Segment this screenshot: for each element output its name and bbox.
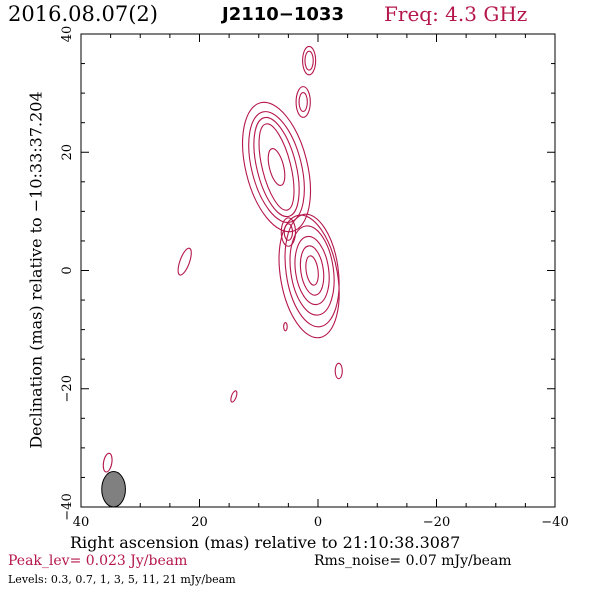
contour-line	[299, 245, 325, 296]
frequency-label: Freq: 4.3 GHz	[384, 2, 528, 26]
axis-ticks	[80, 33, 556, 508]
contour-line	[258, 123, 295, 211]
y-tick-label: 0	[60, 266, 75, 274]
contour-line	[298, 91, 308, 113]
beam-shape	[101, 471, 126, 508]
source-name: J2110−1033	[222, 4, 344, 25]
y-tick-label: −40	[60, 493, 75, 520]
contour-line	[177, 247, 192, 276]
x-tick-label: 20	[191, 515, 208, 530]
x-tick-label: 0	[314, 515, 322, 530]
y-tick-label: −20	[60, 375, 75, 402]
x-tick-label: −40	[541, 515, 568, 530]
x-tick-label: −20	[423, 515, 450, 530]
contour-line	[248, 111, 305, 223]
contour-line	[280, 217, 297, 247]
contour-line	[305, 255, 319, 286]
contour-line	[230, 390, 238, 403]
x-axis-label: Right ascension (mas) relative to 21:10:…	[70, 533, 461, 552]
x-tick-label: 40	[73, 515, 90, 530]
contour-line	[294, 235, 330, 306]
contour-line	[304, 50, 314, 71]
rms-noise: Rms_noise= 0.07 mJy/beam	[314, 553, 512, 569]
contours	[102, 45, 343, 473]
contour-line	[253, 116, 300, 218]
contour-line	[302, 45, 317, 76]
y-tick-label: 20	[60, 144, 75, 161]
contour-line	[267, 148, 286, 187]
contour-line	[289, 225, 335, 316]
beam-ellipse	[101, 471, 126, 508]
contour-line	[283, 321, 288, 332]
tick-labels: 40 20 0 −20 −40 −40 −20 0 20 40	[60, 26, 569, 530]
peak-level: Peak_lev= 0.023 Jy/beam	[8, 553, 188, 569]
contour-line	[102, 452, 113, 473]
observation-date: 2016.08.07(2)	[8, 2, 158, 26]
contour-line	[334, 362, 343, 380]
y-tick-label: 40	[60, 26, 75, 43]
contour-line	[278, 214, 340, 339]
contour-levels: Levels: 0.3, 0.7, 1, 3, 5, 11, 21 mJy/be…	[8, 573, 236, 586]
contour-line	[283, 223, 294, 241]
contour-line	[295, 86, 311, 118]
contour-line	[284, 213, 340, 328]
y-axis-label: Declination (mas) relative to −10:33:37.…	[26, 91, 46, 449]
